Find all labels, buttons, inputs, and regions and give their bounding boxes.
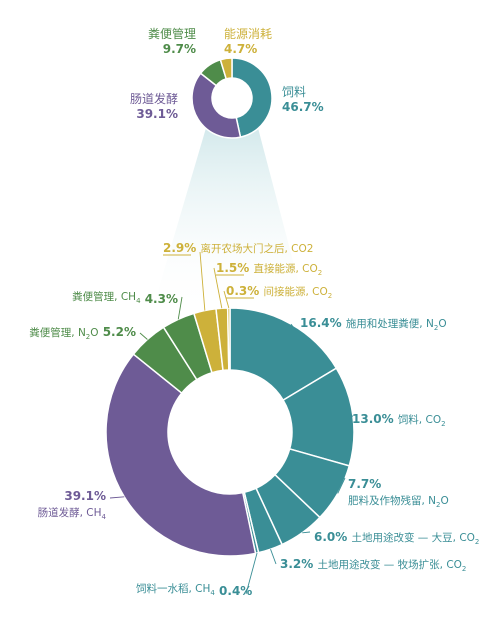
small-donut-label-1: 肠道发酵 xyxy=(130,91,178,106)
leader-line-7 xyxy=(139,332,148,340)
donut-label-10: 1.5% 直接能源, CO2 xyxy=(216,261,322,277)
donut-slice-11 xyxy=(226,307,231,371)
donut-label-0: 16.4% 施用和处理粪便, N2O xyxy=(300,316,447,332)
small-donut-label-3: 能源消耗 xyxy=(224,27,272,41)
donut-label-1: 13.0% 饲料, CO2 xyxy=(352,412,446,428)
leader-line-3 xyxy=(302,531,311,534)
donut-label-9: 2.9% 离开农场大门之后, CO2 xyxy=(163,241,313,255)
leader-line-4 xyxy=(270,549,277,565)
donut-value-2: 7.7% xyxy=(348,477,381,491)
donut-label-5: 饲料一水稻, CH4 0.4% xyxy=(136,582,252,598)
donut-label-6: 肠道发酵, CH4 xyxy=(38,506,107,521)
donut-label-4: 3.2% 土地用途改变 — 牧场扩张, CO2 xyxy=(280,557,466,573)
leader-line-8 xyxy=(177,296,183,320)
leader-line-0 xyxy=(290,323,297,332)
small-donut-value-1: 39.1% xyxy=(136,107,178,121)
leader-line-5 xyxy=(245,552,258,595)
donut-label-7: 粪便管理, N2O 5.2% xyxy=(29,325,136,341)
small-donut-label-0: 饲料 xyxy=(282,85,306,99)
donut-value-6: 39.1% xyxy=(64,489,106,503)
small-donut-value-0: 46.7% xyxy=(282,100,324,114)
donut-slice-6 xyxy=(105,353,257,557)
small-donut-value-2: 9.7% xyxy=(163,42,196,56)
donut-label-2: 肥料及作物残留, N2O xyxy=(348,494,449,509)
leader-line-2 xyxy=(337,477,346,494)
small-donut-slice-1 xyxy=(191,72,242,139)
leader-line-9 xyxy=(199,251,206,311)
leader-line-10 xyxy=(213,267,223,309)
small-donut-slice-0 xyxy=(231,57,273,138)
donut-label-11: 0.3% 间接能源, CO2 xyxy=(226,284,332,300)
large-donut-chart: 16.4% 施用和处理粪便, N2O 13.0% 饲料, CO2 7.7% 肥料及作物… xyxy=(29,241,479,598)
donut-label-8: 粪便管理, CH4 4.3% xyxy=(72,290,178,306)
donut-label-3: 6.0% 土地用途改变 — 大豆, CO2 xyxy=(314,530,479,546)
small-donut-slice-3 xyxy=(219,57,233,80)
funnel-connector xyxy=(150,128,308,318)
small-donut-value-3: 4.7% xyxy=(224,42,257,56)
small-donut-label-2: 粪便管理 xyxy=(148,26,196,41)
leader-line-11 xyxy=(223,290,230,309)
leader-line-1 xyxy=(347,415,354,421)
leader-line-6 xyxy=(109,496,125,499)
